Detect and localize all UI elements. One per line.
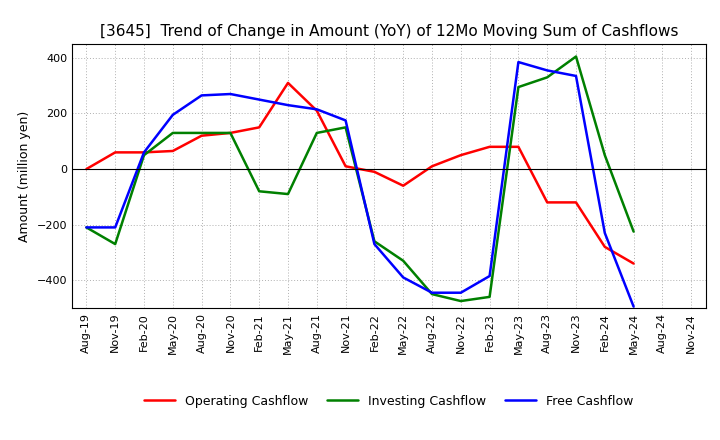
Free Cashflow [341,118,350,123]
Operating Cashflow [514,144,523,150]
Free Cashflow [168,112,177,117]
Free Cashflow [284,103,292,108]
Free Cashflow [399,275,408,280]
Operating Cashflow [226,130,235,136]
Free Cashflow [485,273,494,279]
Line: Operating Cashflow: Operating Cashflow [86,83,634,264]
Legend: Operating Cashflow, Investing Cashflow, Free Cashflow: Operating Cashflow, Investing Cashflow, … [139,390,639,413]
Free Cashflow [456,290,465,295]
Operating Cashflow [255,125,264,130]
Operating Cashflow [341,164,350,169]
Investing Cashflow [428,291,436,297]
Investing Cashflow [111,242,120,247]
Operating Cashflow [629,261,638,266]
Free Cashflow [82,225,91,230]
Free Cashflow [255,97,264,102]
Free Cashflow [600,230,609,235]
Investing Cashflow [82,225,91,230]
Investing Cashflow [370,238,379,244]
Free Cashflow [197,93,206,98]
Operating Cashflow [543,200,552,205]
Investing Cashflow [485,294,494,300]
Operating Cashflow [485,144,494,150]
Operating Cashflow [82,166,91,172]
Free Cashflow [111,225,120,230]
Free Cashflow [629,304,638,309]
Investing Cashflow [399,258,408,264]
Investing Cashflow [600,153,609,158]
Investing Cashflow [140,153,148,158]
Operating Cashflow [197,133,206,138]
Operating Cashflow [140,150,148,155]
Operating Cashflow [456,153,465,158]
Investing Cashflow [514,84,523,90]
Free Cashflow [543,68,552,73]
Operating Cashflow [428,164,436,169]
Operating Cashflow [312,108,321,114]
Investing Cashflow [226,130,235,136]
Investing Cashflow [197,130,206,136]
Operating Cashflow [370,169,379,175]
Y-axis label: Amount (million yen): Amount (million yen) [18,110,31,242]
Line: Free Cashflow: Free Cashflow [86,62,634,307]
Free Cashflow [514,59,523,65]
Title: [3645]  Trend of Change in Amount (YoY) of 12Mo Moving Sum of Cashflows: [3645] Trend of Change in Amount (YoY) o… [99,24,678,39]
Operating Cashflow [168,148,177,154]
Free Cashflow [572,73,580,79]
Operating Cashflow [572,200,580,205]
Investing Cashflow [284,191,292,197]
Operating Cashflow [399,183,408,188]
Free Cashflow [140,150,148,155]
Free Cashflow [312,106,321,112]
Operating Cashflow [600,244,609,249]
Investing Cashflow [629,229,638,234]
Free Cashflow [428,290,436,295]
Investing Cashflow [572,54,580,59]
Investing Cashflow [168,130,177,136]
Investing Cashflow [341,125,350,130]
Investing Cashflow [255,189,264,194]
Free Cashflow [226,92,235,97]
Operating Cashflow [111,150,120,155]
Investing Cashflow [543,75,552,80]
Investing Cashflow [456,298,465,304]
Line: Investing Cashflow: Investing Cashflow [86,56,634,301]
Free Cashflow [370,242,379,247]
Operating Cashflow [284,80,292,85]
Investing Cashflow [312,130,321,136]
